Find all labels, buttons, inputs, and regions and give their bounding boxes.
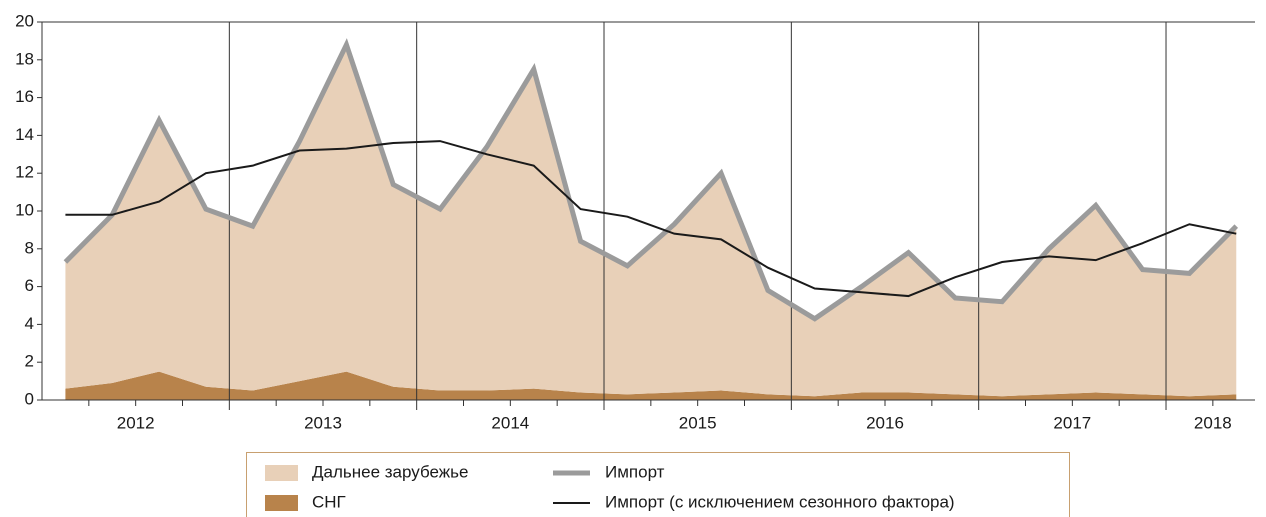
x-tick-label: 2012	[117, 413, 155, 432]
legend-label: Импорт (с исключением сезонного фактора)	[605, 492, 955, 511]
y-tick-label: 8	[25, 238, 34, 257]
legend-swatch	[265, 495, 298, 511]
y-tick-label: 6	[25, 276, 34, 295]
x-tick-label: 2015	[679, 413, 717, 432]
x-tick-label: 2014	[491, 413, 529, 432]
area	[65, 44, 1237, 397]
x-tick-label: 2016	[866, 413, 904, 432]
legend-label: СНГ	[312, 492, 346, 511]
x-tick-label: 2017	[1053, 413, 1091, 432]
legend-label: Дальнее зарубежье	[312, 462, 468, 481]
y-tick-label: 14	[15, 125, 34, 144]
y-tick-label: 18	[15, 49, 34, 68]
x-tick-label: 2013	[304, 413, 342, 432]
y-tick-label: 2	[25, 352, 34, 371]
y-tick-label: 4	[25, 314, 34, 333]
y-tick-label: 12	[15, 163, 34, 182]
area	[65, 371, 1237, 400]
legend-box	[246, 452, 1070, 517]
y-tick-label: 16	[15, 87, 34, 106]
y-tick-label: 10	[15, 200, 34, 219]
legend-label: Импорт	[605, 462, 665, 481]
line	[65, 140, 1237, 298]
legend-swatch	[265, 465, 298, 481]
y-tick-label: 20	[15, 11, 34, 30]
x-tick-label: 2018	[1194, 413, 1232, 432]
y-tick-label: 0	[25, 389, 34, 408]
